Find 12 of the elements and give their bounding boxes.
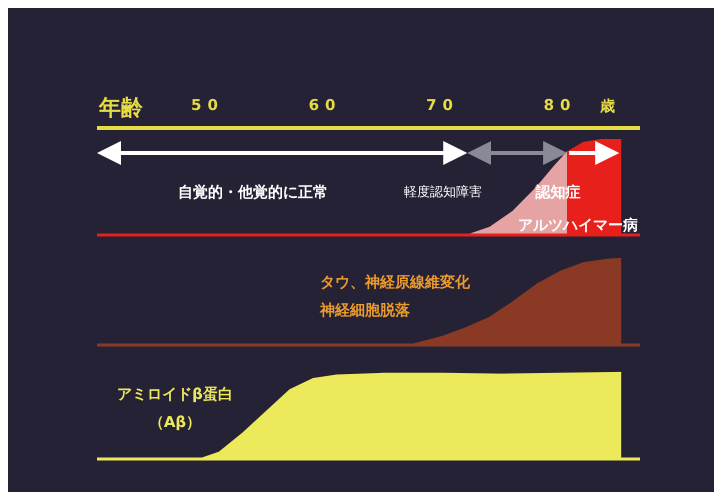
x-tick-label: 50: [191, 96, 224, 114]
annotation: 神経細胞脱落: [320, 301, 410, 320]
annotation: アミロイドβ蛋白: [117, 385, 233, 404]
annotation: 自覚的・他覚的に正常: [178, 183, 328, 202]
x-axis-title: 年齢: [99, 95, 143, 123]
x-tick-label: 70: [426, 96, 459, 114]
annotation: （Aβ）: [148, 413, 202, 432]
x-tick-label: 80: [544, 96, 577, 114]
x-tick-label: 60: [308, 96, 342, 114]
annotation: タウ、神経原線維変化: [320, 273, 470, 292]
text: 歳: [600, 97, 615, 116]
annotation: 軽度認知障害: [404, 184, 482, 201]
